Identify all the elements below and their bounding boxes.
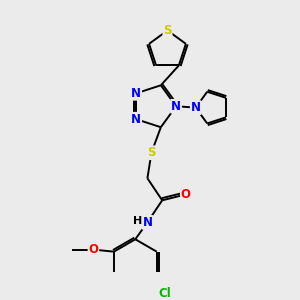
Text: N: N (191, 101, 201, 114)
Text: Cl: Cl (158, 287, 171, 300)
Text: N: N (142, 216, 152, 229)
Text: O: O (88, 243, 98, 256)
Text: O: O (181, 188, 191, 201)
Text: S: S (147, 146, 156, 159)
Text: N: N (131, 87, 141, 100)
Text: H: H (133, 216, 142, 226)
Text: S: S (163, 24, 172, 37)
Text: N: N (131, 113, 141, 126)
Text: N: N (171, 100, 181, 113)
